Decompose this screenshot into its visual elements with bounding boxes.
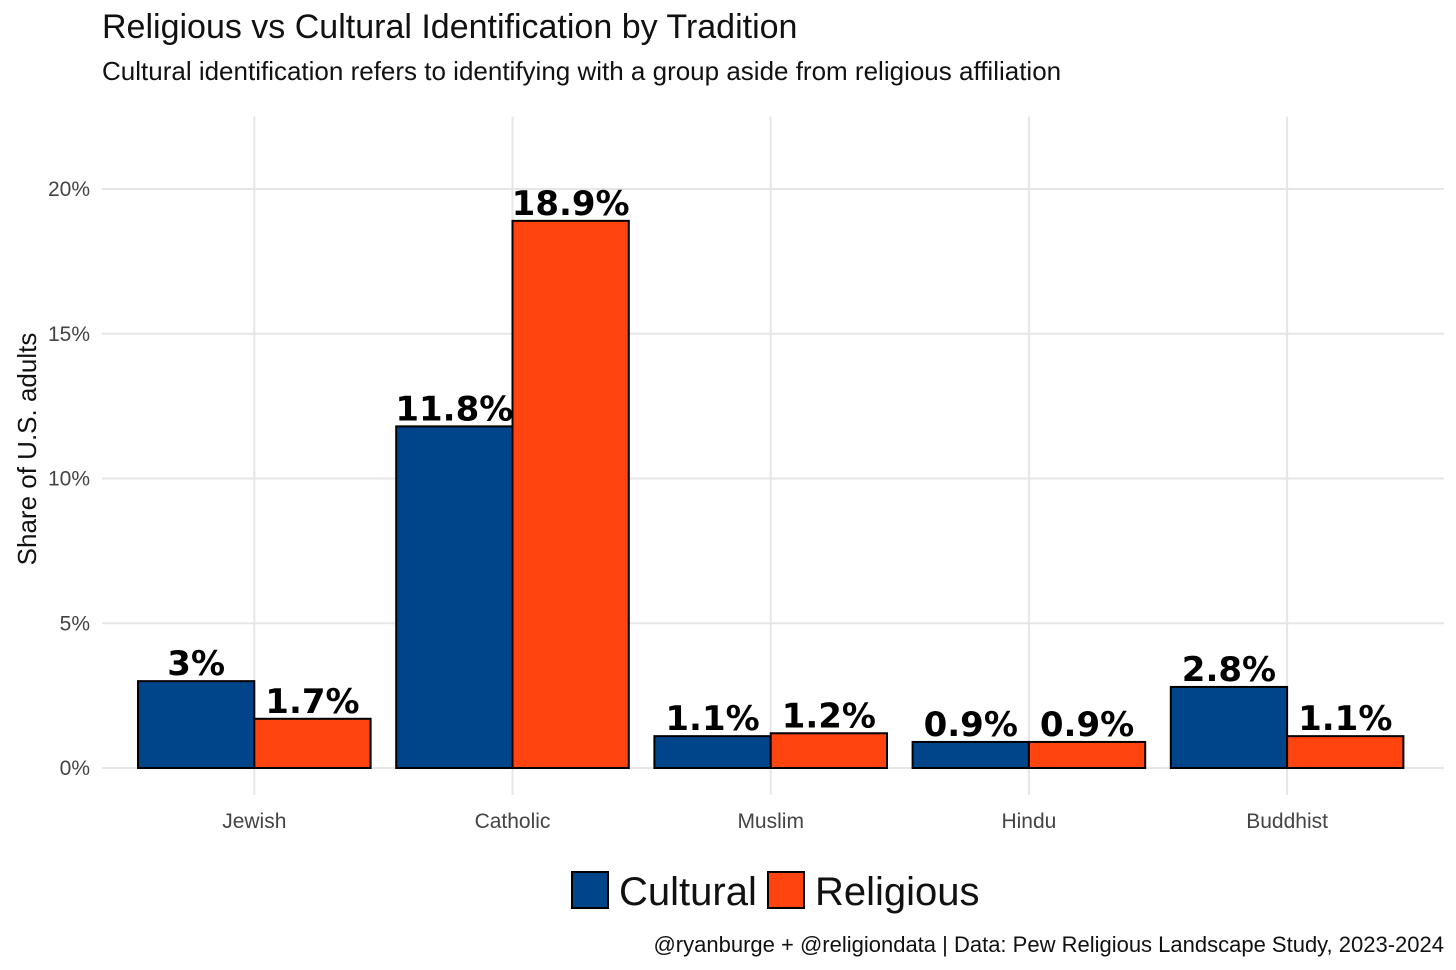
x-tick-label: Muslim — [737, 810, 804, 833]
bar-cultural-hindu — [911, 740, 1030, 770]
data-label-cultural-hindu: 0.9% — [924, 705, 1018, 745]
x-tick-label: Catholic — [475, 810, 551, 833]
bar-cultural-buddhist — [1169, 685, 1289, 769]
chart-subtitle: Cultural identification refers to identi… — [102, 56, 1061, 86]
data-label-cultural-jewish: 3% — [167, 644, 225, 684]
y-axis-title: Share of U.S. adults — [12, 333, 42, 566]
legend-label-cultural: Cultural — [619, 870, 757, 914]
bar-religious-catholic — [511, 219, 630, 770]
chart-caption: @ryanburge + @religiondata | Data: Pew R… — [653, 932, 1444, 957]
data-label-religious-jewish: 1.7% — [265, 682, 359, 722]
legend-swatch-cultural — [571, 871, 609, 909]
data-label-cultural-muslim: 1.1% — [665, 699, 759, 739]
data-label-cultural-buddhist: 2.8% — [1182, 650, 1276, 690]
x-axis-ticks: Jewish Catholic Muslim Hindu Buddhist — [222, 810, 1328, 833]
x-tick-label: Jewish — [222, 810, 286, 833]
y-tick-label: 15% — [48, 323, 90, 346]
data-label-religious-muslim: 1.2% — [782, 696, 876, 736]
legend-label-religious: Religious — [815, 870, 980, 914]
y-tick-label: 20% — [48, 178, 90, 201]
x-tick-label: Buddhist — [1246, 810, 1328, 833]
bar-cultural-catholic — [395, 425, 514, 769]
bars — [137, 219, 1405, 770]
data-label-religious-buddhist: 1.1% — [1298, 699, 1392, 739]
y-tick-label: 10% — [48, 468, 90, 491]
data-label-cultural-catholic: 11.8% — [395, 389, 513, 429]
y-tick-label: 5% — [60, 612, 90, 635]
bar-religious-jewish — [253, 717, 372, 769]
gridlines — [102, 116, 1444, 795]
y-tick-label: 0% — [60, 757, 90, 780]
chart-title: Religious vs Cultural Identification by … — [102, 8, 797, 46]
legend: Cultural Religious — [571, 870, 980, 914]
bar-religious-hindu — [1027, 740, 1147, 770]
bar-religious-muslim — [769, 732, 889, 770]
data-label-religious-catholic: 18.9% — [512, 184, 630, 224]
bar-cultural-jewish — [137, 680, 256, 770]
x-tick-label: Hindu — [1001, 810, 1056, 833]
bar-cultural-muslim — [653, 735, 772, 770]
y-axis-ticks: 0% 5% 10% 15% 20% — [48, 178, 90, 780]
bar-religious-buddhist — [1286, 735, 1405, 770]
data-labels: 3% 1.7% 11.8% 18.9% 1.1% 1.2% 0.9% 0.9% 2.8% 1.1% — [167, 184, 1392, 745]
legend-swatch-religious — [767, 871, 805, 909]
data-label-religious-hindu: 0.9% — [1040, 705, 1134, 745]
